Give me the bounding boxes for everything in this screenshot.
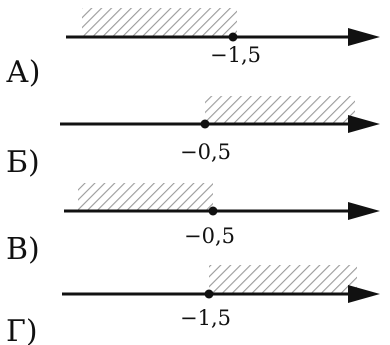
option-a-point: [228, 32, 238, 42]
option-d-hatch-region: [209, 265, 357, 293]
option-d-arrow-head: [348, 285, 380, 303]
option-a: −1,5 А): [6, 8, 380, 90]
option-c: −0,5 В): [6, 183, 380, 267]
option-c-point-label: −0,5: [184, 224, 235, 248]
option-a-arrow-head: [348, 28, 380, 46]
option-d: −1,5 Г): [6, 265, 380, 345]
option-b-letter: Б): [6, 145, 40, 180]
option-c-letter: В): [6, 232, 40, 267]
option-d-point-label: −1,5: [180, 306, 231, 330]
option-d-point: [204, 289, 214, 299]
option-b-point: [200, 119, 210, 129]
option-a-point-label: −1,5: [210, 43, 261, 67]
option-a-hatch-region: [82, 8, 237, 36]
option-c-point: [208, 206, 218, 216]
option-c-hatch-region: [78, 183, 213, 211]
option-b-point-label: −0,5: [180, 140, 231, 164]
option-a-letter: А): [6, 55, 40, 90]
option-d-letter: Г): [6, 314, 38, 345]
option-c-arrow-head: [348, 202, 380, 220]
option-b-arrow-head: [348, 115, 380, 133]
option-b-hatch-region: [205, 96, 355, 124]
option-b: −0,5 Б): [6, 96, 380, 180]
